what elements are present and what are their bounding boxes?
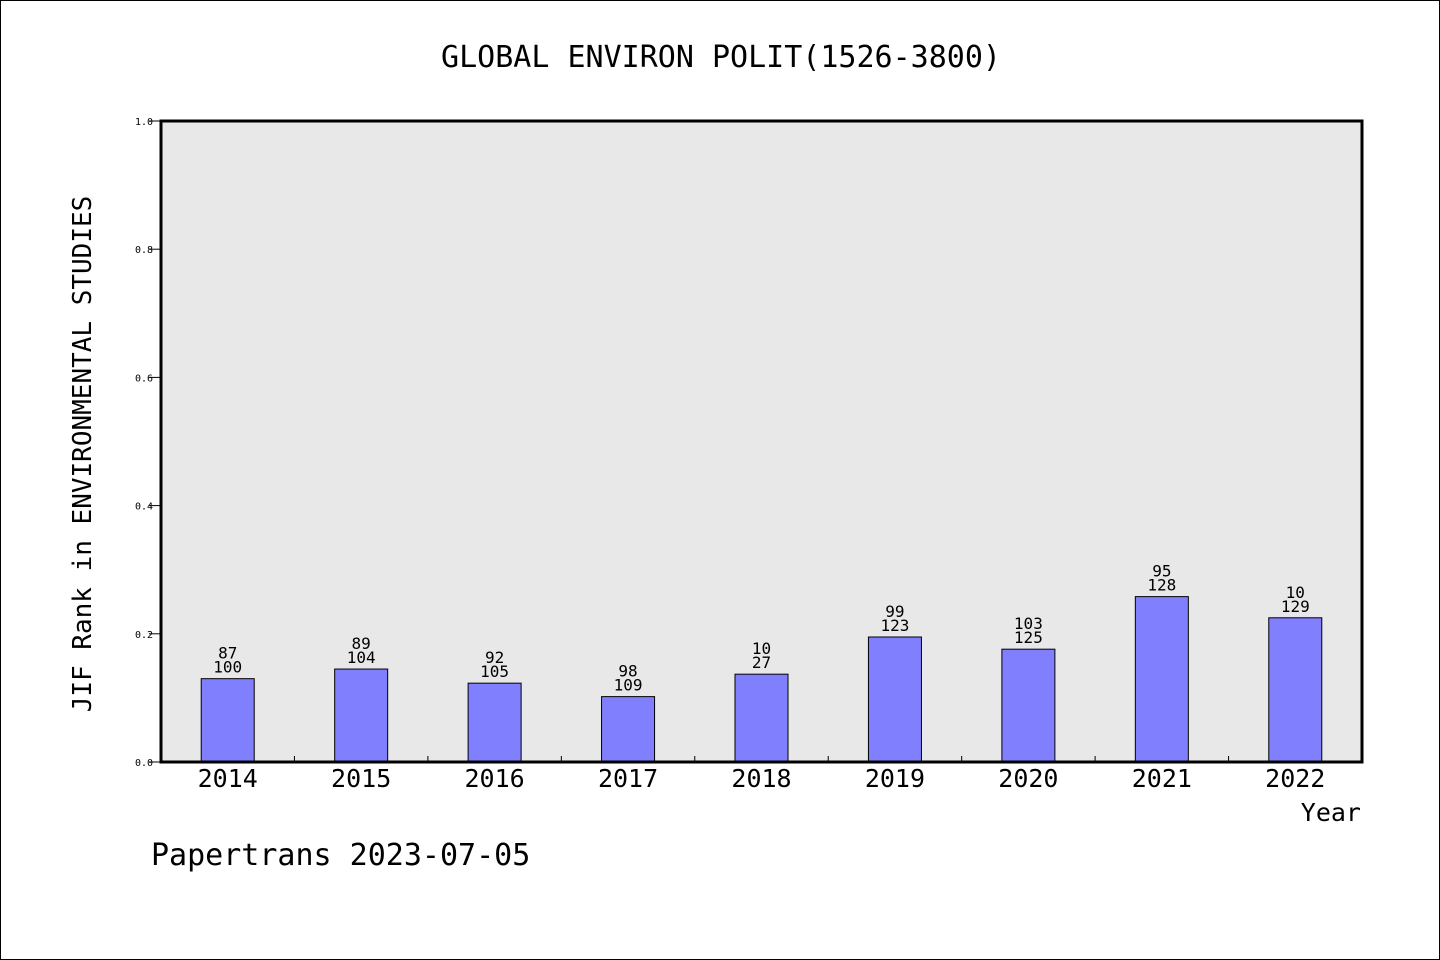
x-tick-label-2017: 2017 [598,764,658,793]
bar-2018 [734,673,789,763]
footer-source-date: Papertrans 2023-07-05 [151,838,530,873]
total-label-2018: 27 [752,653,771,672]
chart-title: GLOBAL ENVIRON POLIT(1526-3800) [441,40,1001,75]
y-tick-label: 1.0 [135,117,153,128]
y-axis: 0.0 0.2 0.4 0.6 0.8 1.0 [135,117,161,769]
x-tick-label-2020: 2020 [998,764,1058,793]
x-axis-label: Year [1301,798,1361,827]
bar-2014 [200,678,255,763]
bar-2015 [334,668,389,763]
x-tick-label-2016: 2016 [465,764,525,793]
rank-label-2018: 10 [752,639,771,658]
rank-label-2017: 98 [618,662,637,681]
rank-label-2021: 95 [1152,562,1171,581]
y-tick-label: 0.8 [135,245,153,256]
plot-frame [159,119,1364,764]
total-label-2019: 123 [880,616,909,635]
rank-label-2016: 92 [485,648,504,667]
x-tick-label-2018: 2018 [731,764,791,793]
rank-label-2022: 10 [1286,583,1305,602]
total-label-2014: 100 [213,658,242,677]
y-axis-label: JIF Rank in ENVIRONMENTAL STUDIES [68,196,98,713]
bar-2021 [1134,596,1189,763]
rank-label-2014: 87 [218,644,237,663]
total-label-2017: 109 [614,676,643,695]
total-label-2016: 105 [480,662,509,681]
x-tick-label-2022: 2022 [1265,764,1325,793]
x-tick-label-2019: 2019 [865,764,925,793]
rank-label-2020: 103 [1014,614,1043,633]
y-tick-label: 0.6 [135,373,153,384]
bar-2022 [1268,617,1323,763]
total-label-2022: 129 [1281,597,1310,616]
total-label-2020: 125 [1014,628,1043,647]
bar-2019 [867,636,922,763]
y-tick-label: 0.4 [135,502,153,513]
total-label-2015: 104 [347,648,376,667]
rank-label-2019: 99 [885,602,904,621]
x-tick-label-2015: 2015 [331,764,391,793]
bar-2016 [467,682,522,763]
x-tick-label-2021: 2021 [1132,764,1192,793]
x-tick-label-2014: 2014 [198,764,258,793]
y-tick-label: 0.0 [135,758,153,769]
rank-label-2015: 89 [352,634,371,653]
total-label-2021: 128 [1147,576,1176,595]
bar-2020 [1001,648,1056,763]
y-tick-label: 0.2 [135,630,153,641]
bar-2017 [601,696,656,763]
x-axis: 2014 2015 2016 2017 2018 2019 2020 2021 2022 [198,756,1325,793]
